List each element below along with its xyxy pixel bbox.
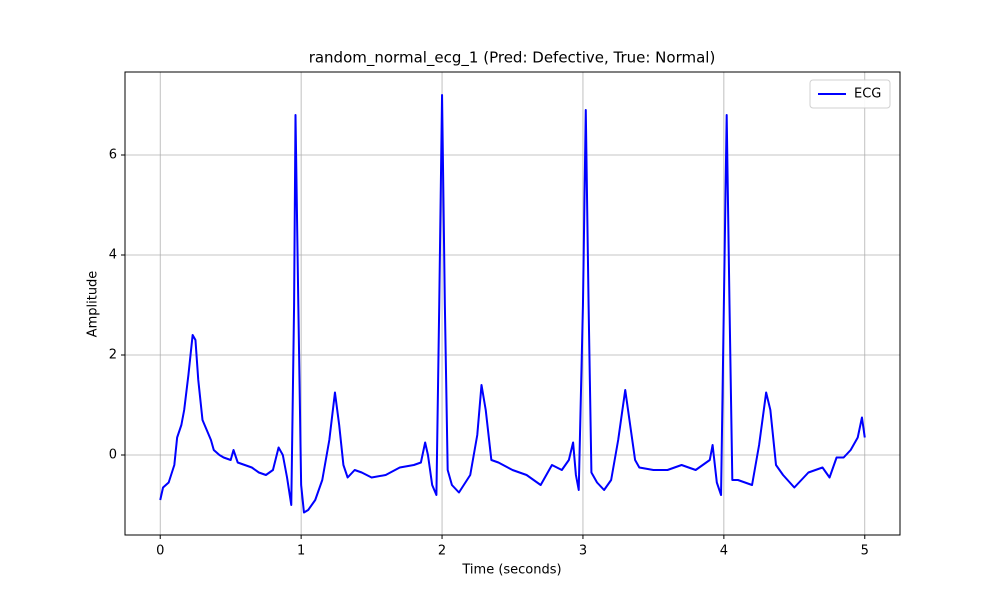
ecg-line [159,94,866,514]
x-tick-label: 5 [861,544,869,559]
y-tick-label: 2 [109,348,117,363]
x-tick-label: 2 [438,544,446,559]
legend-label: ECG [854,87,881,102]
x-tick-label: 4 [720,544,728,559]
x-tick-label: 3 [579,544,587,559]
x-tick-label: 0 [156,544,164,559]
y-tick-label: 4 [109,248,117,263]
x-tick-label: 1 [297,544,305,559]
y-tick-label: 0 [109,448,117,463]
legend-box [809,79,891,109]
chart-title: random_normal_ecg_1 (Pred: Defective, Tr… [309,49,716,68]
y-tick-label: 6 [109,148,117,163]
plot-frame [124,71,901,536]
y-axis-label: Amplitude [86,271,101,338]
x-axis-label: Time (seconds) [461,563,561,578]
